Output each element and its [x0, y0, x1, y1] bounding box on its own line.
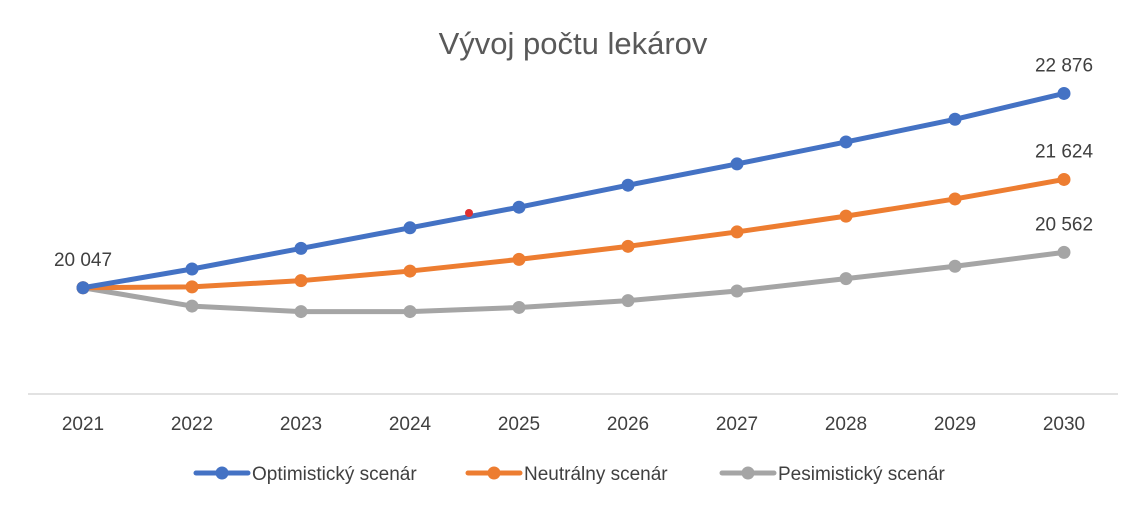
x-tick-label: 2027 [716, 414, 758, 435]
legend-label: Neutrálny scenár [524, 464, 668, 485]
x-tick-label: 2021 [62, 414, 104, 435]
data-point [730, 284, 744, 298]
x-tick-label: 2026 [607, 414, 649, 435]
data-point [76, 281, 90, 295]
x-tick-label: 2030 [1043, 414, 1085, 435]
data-point [403, 305, 417, 319]
data-point [294, 305, 308, 319]
legend-item: Optimistický scenár [193, 464, 417, 485]
series-1 [76, 172, 1071, 295]
legend-item: Neutrálny scenár [465, 464, 668, 485]
data-point [1057, 245, 1071, 259]
series-line [80, 176, 1067, 291]
chart-title: Vývoj počtu lekárov [439, 26, 708, 61]
data-labels-layer: 20 047 22 876 21 624 20 562 [54, 55, 1094, 270]
data-point [294, 241, 308, 255]
data-point [294, 274, 308, 288]
data-point [948, 192, 962, 206]
legend: Optimistický scenár Neutrálny scenár Pesim… [193, 464, 945, 485]
x-tick-label: 2023 [280, 414, 322, 435]
data-point [948, 112, 962, 126]
series-0 [76, 86, 1071, 295]
data-point [1057, 172, 1071, 186]
data-point [512, 252, 526, 266]
data-point [621, 239, 635, 253]
legend-label: Pesimistický scenár [778, 464, 945, 485]
data-point [948, 259, 962, 273]
x-tick-label: 2022 [171, 414, 213, 435]
series-layer [76, 86, 1071, 319]
data-label: 20 562 [1035, 214, 1093, 235]
data-point [839, 272, 853, 286]
series-2 [76, 245, 1071, 319]
data-point [839, 135, 853, 149]
data-point [512, 300, 526, 314]
stray-marker-dot [465, 209, 473, 217]
data-point [730, 157, 744, 171]
legend-item: Pesimistický scenár [719, 464, 945, 485]
x-tick-label: 2024 [389, 414, 432, 435]
legend-label: Optimistický scenár [252, 464, 417, 485]
data-point [730, 225, 744, 239]
data-point [621, 294, 635, 308]
legend-swatch-marker [741, 466, 755, 480]
data-point [839, 209, 853, 223]
data-point [403, 264, 417, 278]
data-point [621, 178, 635, 192]
series-line [80, 90, 1067, 291]
legend-swatch-marker [215, 466, 229, 480]
data-point [185, 280, 199, 294]
legend-swatch-marker [487, 466, 501, 480]
x-tick-label: 2029 [934, 414, 976, 435]
data-point [1057, 86, 1071, 100]
x-tick-label: 2025 [498, 414, 540, 435]
data-point [403, 221, 417, 235]
x-tick-label: 2028 [825, 414, 867, 435]
series-line [80, 249, 1067, 315]
data-label: 20 047 [54, 250, 112, 271]
data-point [512, 200, 526, 214]
data-point [185, 262, 199, 276]
data-label: 22 876 [1035, 55, 1093, 76]
data-point [185, 299, 199, 313]
data-label: 21 624 [1035, 141, 1094, 162]
x-axis-ticks: 2021 2022 2023 2024 2025 2026 2027 2028 2029 2030 [62, 414, 1085, 435]
